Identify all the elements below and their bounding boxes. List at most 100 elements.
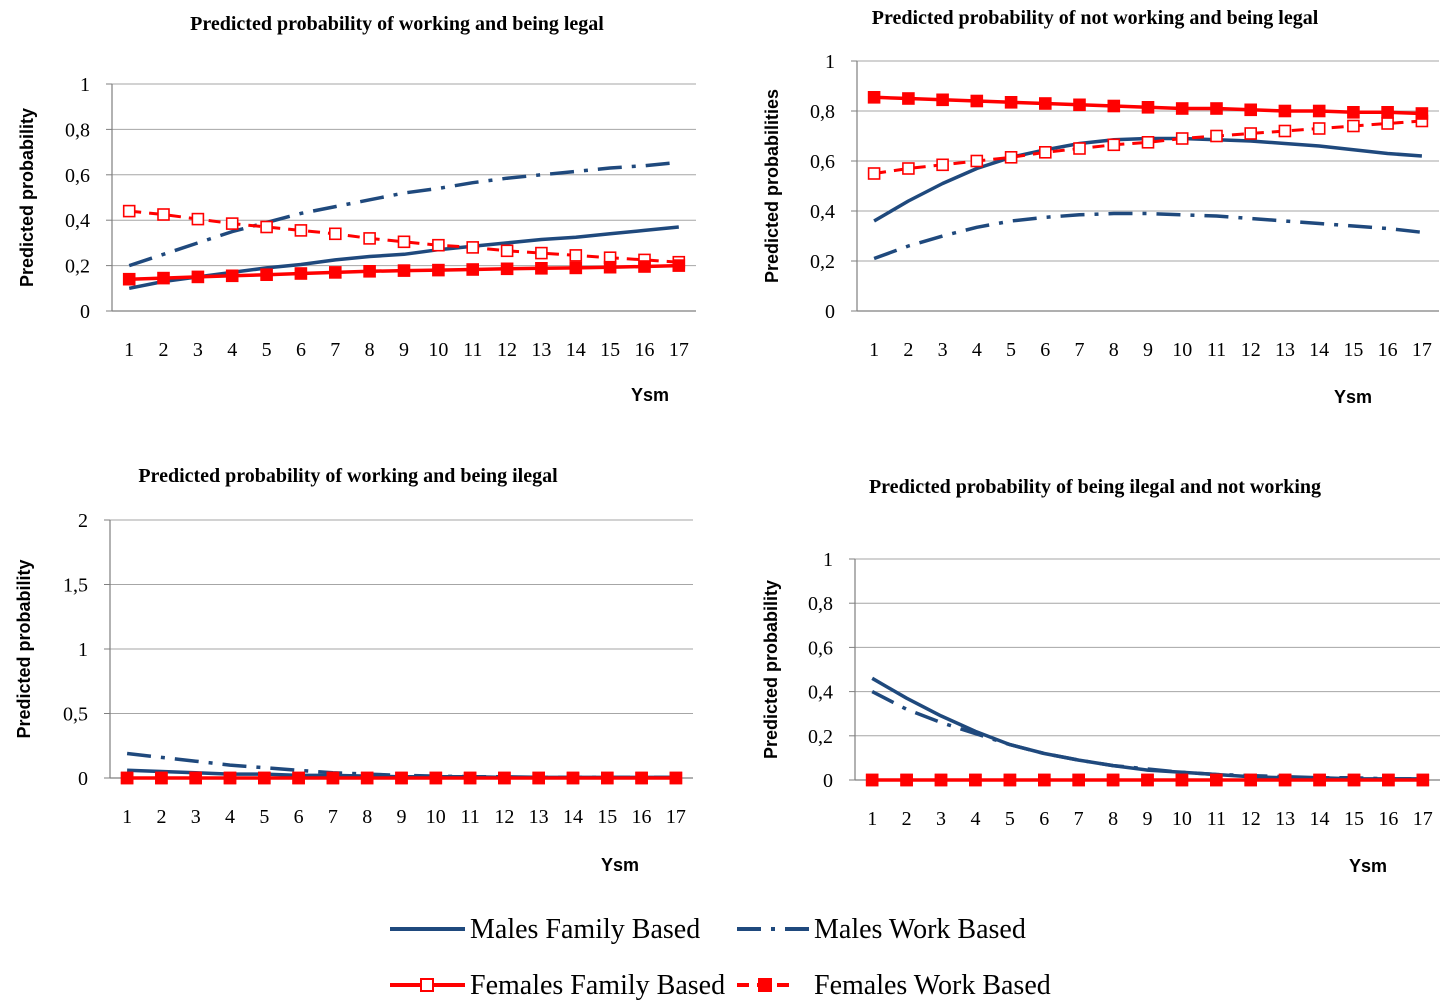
data-point [294,224,308,237]
data-point [1382,773,1395,787]
series-females-work-based [867,91,1429,120]
x-tick-label: 8 [362,806,372,828]
x-tick-label: 14 [1309,339,1329,361]
chart-4: Predicted probability of being ilegal an… [761,476,1440,876]
y-tick-label: 0 [825,301,835,323]
x-tick-label: 3 [191,806,201,828]
data-point [1175,132,1189,145]
data-point [867,167,881,180]
x-tick-label: 6 [296,339,306,361]
data-point [936,158,949,172]
data-point [569,261,583,275]
data-point [225,217,239,230]
x-tick-label: 6 [1039,808,1049,830]
data-point [1415,107,1429,120]
data-point [157,271,170,285]
legend-label-males-work: Males Work Based [814,914,1026,945]
data-point [865,773,879,787]
data-point [500,262,514,276]
y-tick-label: 0,5 [63,704,88,726]
series-line [128,225,679,291]
data-point [569,249,583,262]
x-tick-label: 10 [426,806,446,828]
data-point [535,246,548,260]
x-tick-label: 15 [1344,808,1364,830]
data-point [1073,98,1086,112]
data-point [191,270,205,284]
data-point [328,227,342,241]
data-point [1004,96,1018,109]
x-tick-label: 10 [428,339,448,361]
data-point [600,771,614,785]
x-tick-label: 14 [563,806,583,828]
data-point [157,208,170,221]
data-point [1347,119,1360,133]
y-tick-label: 1 [78,639,88,661]
data-point [1278,773,1292,787]
data-point [635,771,648,785]
x-tick-label: 11 [1207,339,1226,361]
x-axis-label: Ysm [601,855,639,875]
y-tick-label: 0,8 [808,593,833,615]
x-tick-label: 4 [225,806,235,828]
data-point [1278,104,1292,118]
legend-label-females-family: Females Family Based [470,970,725,1001]
data-point [669,771,683,785]
y-tick-label: 2 [78,510,88,532]
data-point [1347,106,1360,119]
x-tick-label: 2 [903,339,913,361]
data-point [1141,773,1154,787]
data-point [429,771,443,785]
data-point [363,264,376,278]
y-tick-label: 0,6 [808,637,833,659]
x-tick-label: 13 [1275,808,1295,830]
series-males-family-based [873,136,1423,223]
y-tick-label: 0 [78,768,88,790]
y-tick-label: 0 [823,770,833,792]
data-point [397,264,411,277]
x-tick-label: 13 [531,339,551,361]
data-point [155,771,168,785]
data-point [672,259,686,272]
data-point [532,771,546,785]
data-point [1244,127,1257,140]
y-tick-label: 0,2 [810,251,835,273]
x-tick-label: 5 [1005,808,1015,830]
data-point [191,212,205,226]
chart-2: Predicted probability of not working and… [762,7,1439,407]
data-point [223,771,237,785]
x-tick-label: 4 [227,339,237,361]
data-point [466,263,480,276]
x-tick-label: 14 [1310,808,1330,830]
y-axis-label: Predicted probability [17,108,37,287]
series-line [129,209,679,264]
data-point [1312,122,1326,135]
x-tick-label: 8 [365,339,375,361]
legend-marker-females-work [758,978,772,992]
data-point [498,771,511,785]
data-point [1038,773,1051,787]
data-point [638,260,651,273]
legend-item-males-family: Males Family Based [390,914,700,945]
data-point [1107,138,1121,152]
x-tick-label: 2 [156,806,166,828]
data-point [1004,151,1018,164]
y-tick-label: 0,8 [65,119,90,141]
legend-label-males-family: Males Family Based [470,914,700,945]
x-tick-label: 4 [970,808,980,830]
x-tick-label: 6 [294,806,304,828]
data-point [535,261,548,275]
x-tick-label: 17 [666,806,686,828]
data-point [500,244,514,258]
x-tick-label: 16 [1378,339,1398,361]
data-point [1106,773,1120,787]
y-tick-label: 0,4 [808,682,833,704]
data-point [867,91,881,104]
data-point [432,263,445,277]
x-tick-label: 16 [1378,808,1398,830]
x-tick-label: 1 [124,339,134,361]
x-tick-label: 10 [1172,808,1192,830]
data-point [1107,99,1121,113]
data-point [326,771,340,785]
